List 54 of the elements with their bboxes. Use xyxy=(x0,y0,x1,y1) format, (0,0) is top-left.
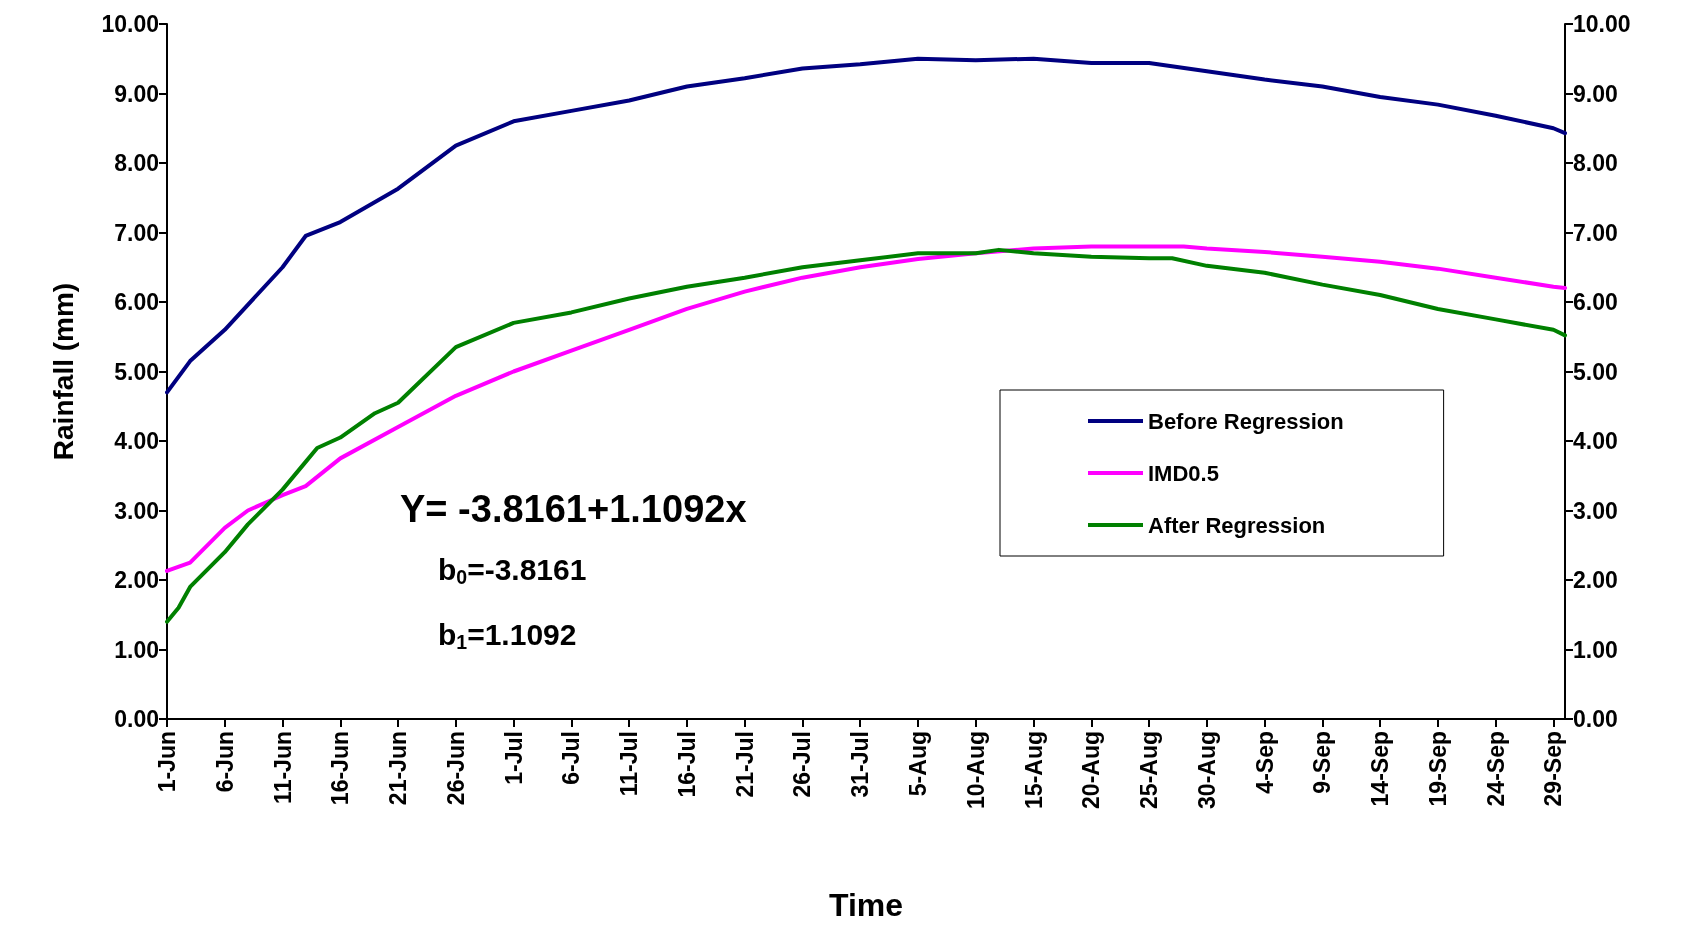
x-tick-label: 5-Aug xyxy=(904,731,931,797)
y-tick-label: 0.00 xyxy=(114,706,159,732)
y2-tick-label: 9.00 xyxy=(1573,80,1618,107)
x-tick-label: 19-Sep xyxy=(1424,731,1451,807)
y-tick-label: 5.00 xyxy=(114,358,159,385)
y-tick-label: 7.00 xyxy=(114,219,159,246)
x-tick-label: 25-Aug xyxy=(1136,731,1163,809)
y2-tick-label: 1.00 xyxy=(1573,636,1618,663)
x-tick-label: 21-Jul xyxy=(731,731,758,798)
y2-tick-label: 4.00 xyxy=(1573,428,1618,454)
y2-tick-label: 2.00 xyxy=(1573,567,1618,593)
x-tick-label: 26-Jul xyxy=(789,731,816,798)
y-tick-label: 4.00 xyxy=(114,428,159,454)
x-tick-label: 16-Jun xyxy=(327,731,354,806)
y-tick-label: 2.00 xyxy=(114,567,159,593)
legend-label: Before Regression xyxy=(1148,408,1344,434)
x-axis-title: Time xyxy=(828,887,904,923)
x-tick-label: 24-Sep xyxy=(1482,731,1509,807)
x-tick-label: 30-Aug xyxy=(1193,731,1220,809)
annotation: Y= -3.8161+1.1092x xyxy=(400,488,747,530)
x-tick-label: 11-Jul xyxy=(616,731,643,797)
legend-label: IMD0.5 xyxy=(1148,460,1219,486)
y-tick-label: 1.00 xyxy=(114,636,159,663)
x-tick-label: 1-Jul xyxy=(500,731,527,785)
y2-tick-label: 3.00 xyxy=(1573,497,1618,524)
y2-tick-label: 0.00 xyxy=(1573,706,1618,732)
x-tick-label: 6-Jun xyxy=(211,731,238,793)
y-tick-label: 9.00 xyxy=(114,80,159,107)
y2-tick-label: 8.00 xyxy=(1573,150,1618,176)
y-axis-title: Rainfall (mm) xyxy=(47,282,79,461)
x-tick-label: 20-Aug xyxy=(1078,731,1105,809)
x-tick-label: 21-Jun xyxy=(385,731,412,806)
y2-tick-label: 7.00 xyxy=(1573,219,1618,246)
x-tick-label: 6-Jul xyxy=(558,731,585,785)
x-tick-label: 16-Jul xyxy=(673,731,700,798)
y-tick-label: 10.00 xyxy=(101,11,159,37)
x-tick-label: 29-Sep xyxy=(1540,731,1567,807)
y-tick-label: 6.00 xyxy=(114,289,159,315)
x-tick-label: 1-Jun xyxy=(154,731,180,793)
x-tick-label: 4-Sep xyxy=(1251,731,1278,794)
x-tick-label: 9-Sep xyxy=(1309,731,1336,794)
y2-tick-label: 10.00 xyxy=(1573,11,1631,37)
x-tick-label: 14-Sep xyxy=(1367,731,1394,807)
x-tick-label: 15-Aug xyxy=(1020,731,1047,809)
legend-label: After Regression xyxy=(1148,512,1326,538)
x-tick-label: 26-Jun xyxy=(442,731,469,806)
y-tick-label: 8.00 xyxy=(114,150,159,176)
x-tick-label: 31-Jul xyxy=(847,731,874,798)
y2-tick-label: 6.00 xyxy=(1573,289,1618,315)
y-tick-label: 3.00 xyxy=(114,497,159,524)
x-tick-label: 10-Aug xyxy=(962,731,989,809)
y2-tick-label: 5.00 xyxy=(1573,358,1618,385)
x-tick-label: 11-Jun xyxy=(269,731,296,804)
line-series xyxy=(165,56,1567,395)
